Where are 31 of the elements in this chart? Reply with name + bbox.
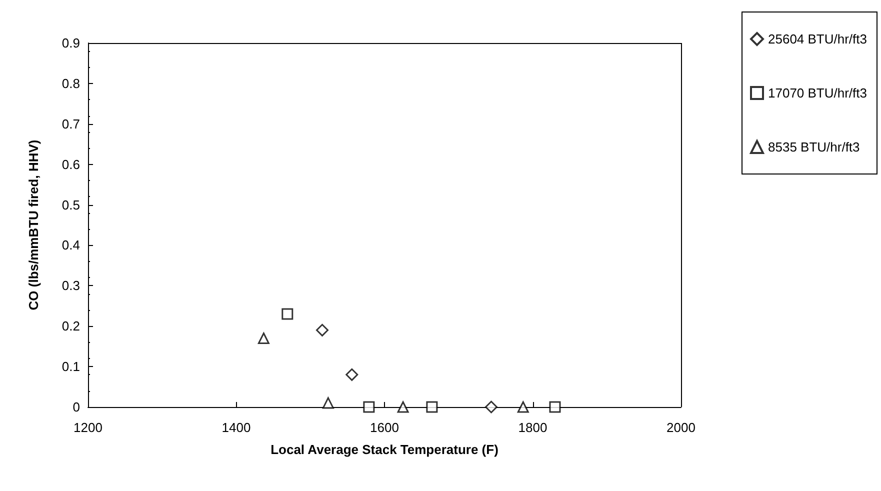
point xyxy=(397,401,409,413)
y-tick-label: 0.5 xyxy=(62,197,80,212)
x-tick-label: 1200 xyxy=(74,420,102,435)
point xyxy=(484,400,498,414)
point xyxy=(282,308,294,320)
x-tick-label: 1800 xyxy=(518,420,548,435)
legend-label: 25604 BTU/hr/ft3 xyxy=(768,32,867,46)
point xyxy=(517,401,529,413)
y-tick-label: 0.2 xyxy=(62,318,80,334)
y-tick-label: 0 xyxy=(72,400,80,414)
point xyxy=(363,401,375,413)
y-tick-label: 0.6 xyxy=(62,156,80,172)
x-tick-label: 2000 xyxy=(666,420,696,435)
y-tick-label: 0.4 xyxy=(62,238,80,253)
legend-label: 17070 BTU/hr/ft3 xyxy=(768,86,867,100)
point xyxy=(426,401,438,413)
x-axis-title: Local Average Stack Temperature (F) xyxy=(270,442,498,457)
y-tick-label: 0.8 xyxy=(62,76,80,91)
x-tick-label: 1400 xyxy=(222,420,251,435)
y-axis-title: CO (lbs/mmBTU fired, HHV) xyxy=(26,140,41,310)
point xyxy=(346,368,358,381)
point xyxy=(322,397,334,409)
x-tick-label: 1600 xyxy=(370,420,399,435)
y-tick-label: 0.3 xyxy=(62,278,80,294)
y-tick-label: 0.1 xyxy=(62,359,80,374)
point xyxy=(549,401,561,413)
legend-label: 8535 BTU/hr/ft3 xyxy=(768,140,860,154)
y-tick-label: 0.7 xyxy=(62,116,80,132)
y-tick-label: 0.9 xyxy=(62,36,80,50)
point xyxy=(316,324,328,336)
point xyxy=(258,332,270,344)
